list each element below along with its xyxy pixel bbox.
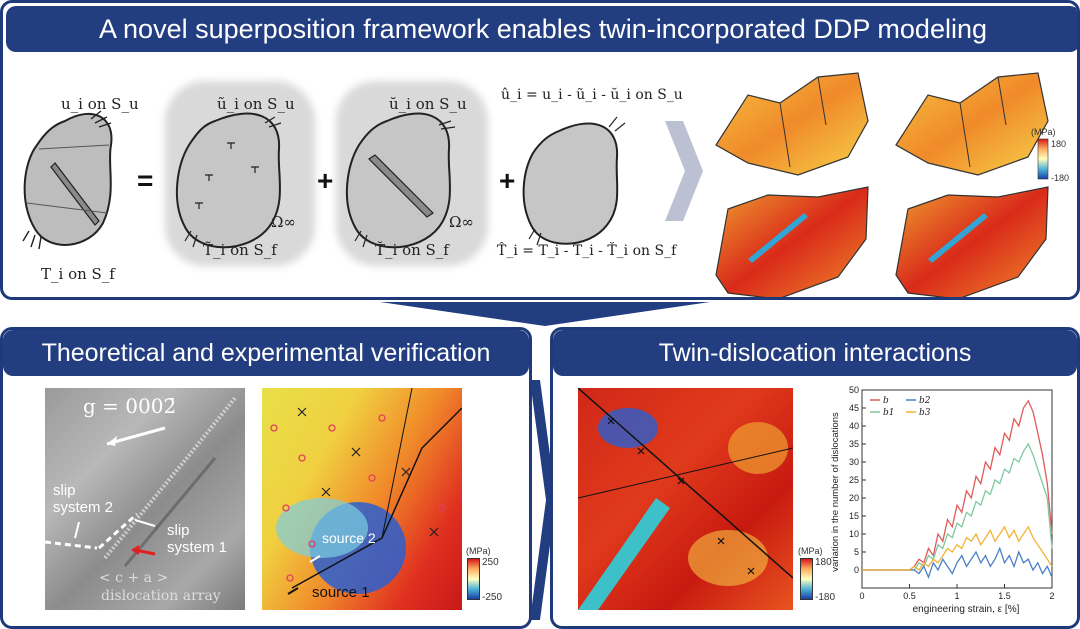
- equals-sign: =: [137, 165, 154, 196]
- chart-series: [862, 399, 1053, 580]
- y-tick-label: 50: [849, 385, 859, 395]
- legend-label-b: b: [883, 396, 889, 406]
- dislocation-array-label: dislocation array: [101, 588, 221, 604]
- superposition-diagram: [22, 110, 703, 250]
- plus-sign-2: +: [499, 165, 516, 196]
- y-tick-label: 40: [849, 421, 859, 431]
- y-tick-label: 0: [854, 565, 859, 575]
- blob2-omega-label: Ω∞: [271, 213, 296, 231]
- series-line-b: [862, 399, 1053, 571]
- y-tick-label: 25: [849, 475, 859, 485]
- plus-sign-1: +: [317, 165, 334, 196]
- twin-map-features: [578, 388, 793, 610]
- blob2-bottom-label: T̃_i on S_f: [203, 241, 277, 259]
- y-tick-label: 35: [849, 439, 859, 449]
- x-tick-label: 0: [859, 591, 864, 601]
- simulation-features: [270, 388, 462, 595]
- blob3-omega-label: Ω∞: [449, 213, 474, 231]
- blob4-bottom-label: T̂_i = T_i - T̃_i - T̆_i on S_f: [497, 243, 677, 259]
- y-tick-label: 10: [849, 529, 859, 539]
- stress-map-2: [895, 72, 1049, 176]
- y-tick-label: 30: [849, 457, 859, 467]
- blob1-bottom-label: T_i on S_f: [41, 265, 115, 283]
- series-line-b3: [862, 525, 1053, 571]
- colorbar-bottom-left: [467, 558, 480, 600]
- slip-system-1-label: slip system 1: [167, 522, 228, 556]
- x-tick-label: 2: [1049, 591, 1054, 601]
- colorbar-top-unit: (MPa): [1031, 127, 1056, 137]
- stress-field-maps: [715, 72, 1049, 297]
- ca-label: < c + a >: [99, 570, 169, 586]
- simulation-stress-map: source 2 source 1: [262, 388, 462, 610]
- top-panel: A novel superposition framework enables …: [0, 0, 1080, 300]
- chart-legend: b b2 b1 b3: [870, 396, 931, 418]
- colorbar-bl-max: 250: [482, 557, 499, 568]
- top-panel-title: A novel superposition framework enables …: [6, 6, 1077, 52]
- colorbar-bl-min: -250: [482, 592, 503, 603]
- y-tick-label: 5: [854, 547, 859, 557]
- body-blob-2: [175, 112, 281, 249]
- tem-features: [45, 396, 237, 567]
- colorbar-top-max: 180: [1051, 139, 1067, 149]
- chart-frame: [861, 389, 1053, 589]
- body-blob-4: [522, 122, 619, 245]
- twin-dislocation-map: [578, 388, 793, 610]
- source-2-label: source 2: [322, 530, 376, 546]
- colorbar-br-unit: (MPa): [798, 546, 823, 556]
- stress-map-4: [895, 186, 1049, 297]
- colorbar-bottom-right: [800, 558, 813, 600]
- flow-arrow-right: [665, 121, 703, 221]
- bottom-right-title: Twin-dislocation interactions: [553, 330, 1077, 376]
- down-arrow-connector: [380, 302, 710, 326]
- legend-label-b3: b3: [919, 408, 931, 418]
- blob4-top-label: û_i = u_i - ũ_i - ŭ_i on S_u: [501, 87, 683, 103]
- twin-band-3: [368, 154, 434, 218]
- y-tick-label: 45: [849, 403, 859, 413]
- blob3-top-label: ŭ_i on S_u: [389, 95, 467, 113]
- blob1-top-label: u_i on S_u: [61, 95, 139, 113]
- x-tick-label: 0.5: [903, 591, 916, 601]
- source-1-label: source 1: [312, 584, 370, 601]
- tem-micrograph: g = 0002̄ slip system 2 slip system 1 < …: [45, 388, 245, 610]
- stress-map-3: [715, 186, 869, 297]
- blob2-top-label: ũ_i on S_u: [217, 95, 295, 113]
- colorbar-top-min: -180: [1051, 173, 1070, 183]
- colorbar-br-max: 180: [815, 557, 832, 568]
- colorbar-top: [1037, 138, 1049, 180]
- legend-label-b1: b1: [883, 408, 895, 418]
- colorbar-br-min: -180: [815, 592, 836, 603]
- slip-system-2-label: slip system 2: [53, 482, 114, 516]
- blob3-bottom-label: T̆_i on S_f: [375, 241, 449, 259]
- y-tick-label: 20: [849, 493, 859, 503]
- colorbar-bl-unit: (MPa): [466, 546, 491, 556]
- g-vector-label: g = 0002̄: [83, 394, 177, 418]
- x-tick-label: 1.5: [998, 591, 1011, 601]
- y-tick-label: 15: [849, 511, 859, 521]
- x-tick-label: 1: [954, 591, 959, 601]
- series-line-b2: [862, 546, 1053, 580]
- twin-band-1: [50, 162, 100, 226]
- series-line-b1: [862, 442, 1053, 571]
- legend-label-b2: b2: [919, 396, 931, 406]
- chart-x-axis-label: engineering strain, ε [%]: [913, 604, 1020, 615]
- bottom-left-title: Theoretical and experimental verificatio…: [3, 330, 529, 376]
- stress-map-1: [715, 72, 869, 176]
- chart-y-axis-label: variation in the number of dislocations: [830, 412, 841, 572]
